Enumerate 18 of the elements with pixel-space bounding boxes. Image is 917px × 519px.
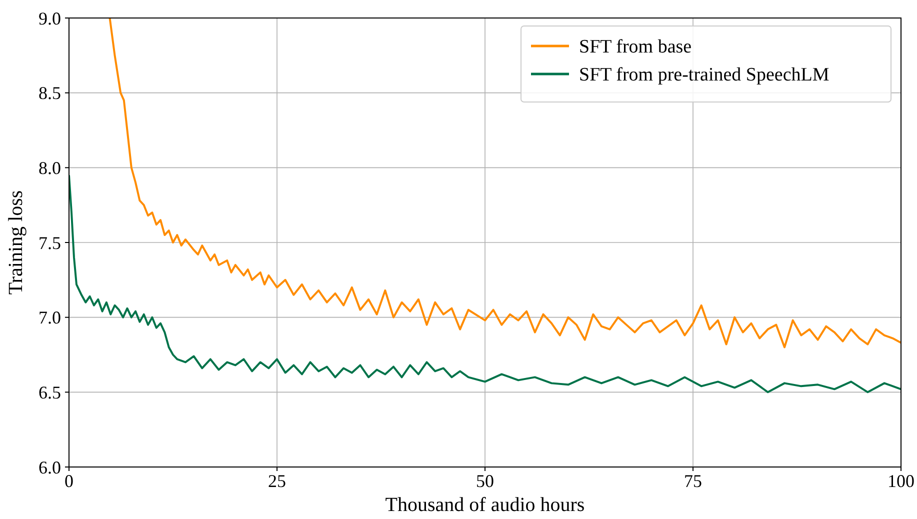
y-tick-label: 8.0 xyxy=(38,158,61,178)
y-tick-label: 7.5 xyxy=(38,232,61,253)
y-tick-label: 8.5 xyxy=(38,83,61,104)
x-tick-label: 75 xyxy=(684,471,702,491)
line-series xyxy=(69,174,901,394)
x-tick-label: 0 xyxy=(64,471,74,491)
y-tick-label: 7.0 xyxy=(38,308,61,328)
x-axis-title: Thousand of audio hours xyxy=(385,494,585,516)
legend-label: SFT from base xyxy=(579,36,692,58)
x-tick-label: 50 xyxy=(476,471,494,491)
y-tick-label: 6.5 xyxy=(38,382,61,402)
y-axis-title: Training loss xyxy=(5,190,27,295)
legend-label: SFT from pre-trained SpeechLM xyxy=(579,64,830,86)
x-tick-label: 25 xyxy=(268,471,286,491)
y-tick-label: 6.0 xyxy=(38,457,61,478)
x-tick-label: 100 xyxy=(888,471,914,491)
y-tick-label: 9.0 xyxy=(38,8,61,28)
line-series xyxy=(108,18,901,348)
